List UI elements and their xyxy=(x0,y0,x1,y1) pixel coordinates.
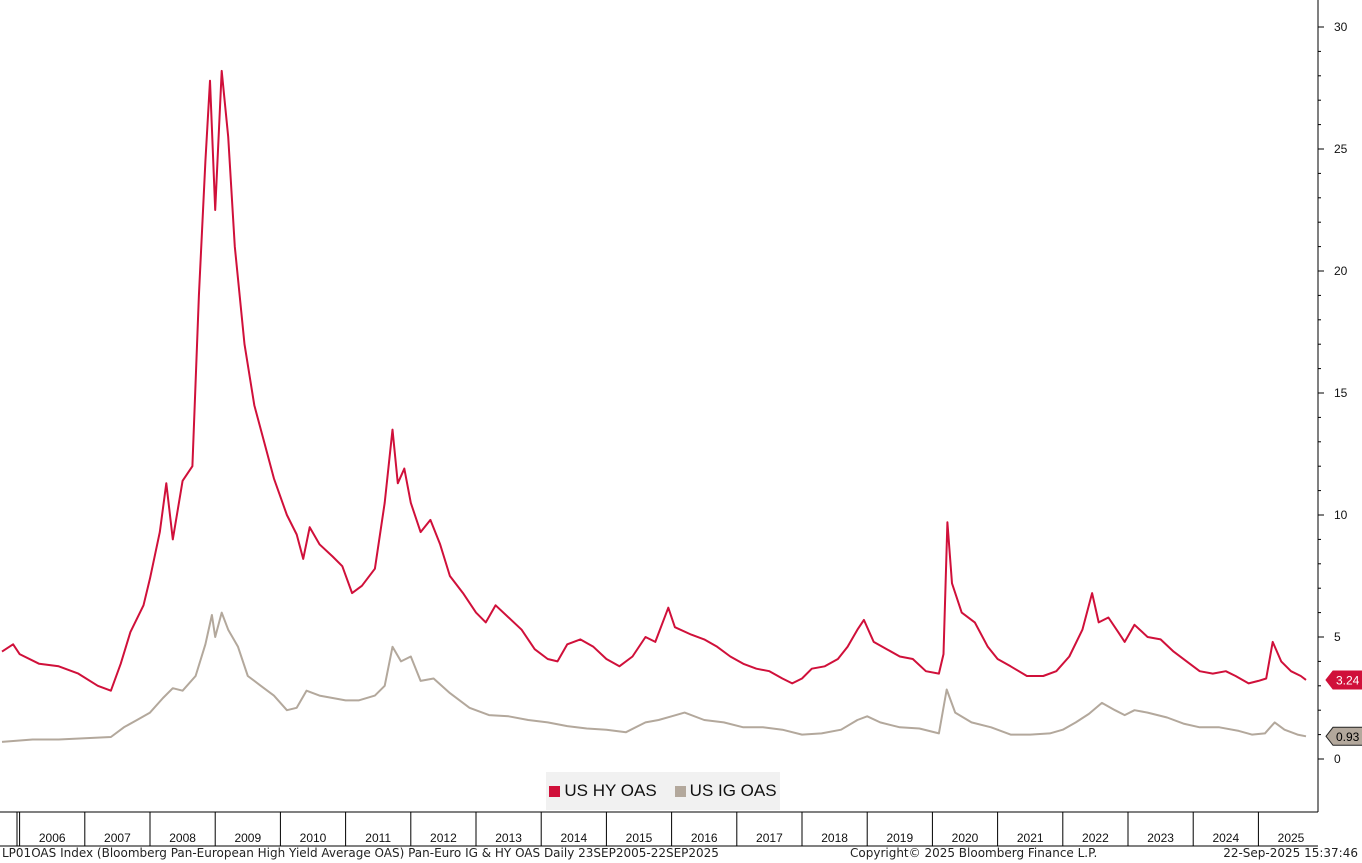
x-tick-label: 2020 xyxy=(952,831,979,845)
x-tick-label: 2009 xyxy=(234,831,261,845)
x-tick-label: 2015 xyxy=(626,831,653,845)
x-axis: 2006 2007 2008 2009 2010 2011 2012 2013 2014 2015… xyxy=(0,811,1318,847)
x-tick-label: 2018 xyxy=(821,831,848,845)
legend-swatch-ig xyxy=(674,785,686,797)
last-value-label-hy: 3.24 xyxy=(1336,673,1360,687)
y-tick-label: 10 xyxy=(1334,508,1348,522)
footer-source: LP01OAS Index (Bloomberg Pan-European Hi… xyxy=(2,846,719,860)
y-tick-label: 15 xyxy=(1334,386,1348,400)
series-line-ig xyxy=(1,611,1307,743)
x-tick-label: 2014 xyxy=(560,831,587,845)
x-tick-label: 2011 xyxy=(365,831,391,845)
y-tick-label: 5 xyxy=(1334,630,1341,644)
legend-label-ig: US IG OAS xyxy=(689,781,777,800)
x-tick-label: 2010 xyxy=(300,831,327,845)
x-tick-label: 2013 xyxy=(495,831,522,845)
legend-label-hy: US HY OAS xyxy=(564,781,657,800)
y-tick-label: 30 xyxy=(1334,20,1348,34)
last-value-label-ig: 0.93 xyxy=(1336,730,1360,744)
x-tick-label: 2016 xyxy=(691,831,718,845)
x-tick-label: 2007 xyxy=(104,831,131,845)
series-line-hy xyxy=(1,69,1307,692)
y-tick-label: 20 xyxy=(1334,264,1348,278)
legend-swatch-hy xyxy=(549,785,561,797)
last-value-labels: 3.24 0.93 xyxy=(1325,670,1362,746)
footer-copyright: Copyright© 2025 Bloomberg Finance L.P. xyxy=(850,846,1098,860)
x-tick-label: 2017 xyxy=(756,831,783,845)
y-tick-label: 25 xyxy=(1334,142,1348,156)
y-tick-label: 0 xyxy=(1334,752,1341,766)
x-tick-label: 2024 xyxy=(1212,831,1239,845)
x-tick-label: 2012 xyxy=(430,831,457,845)
last-value-tag-ig xyxy=(1325,726,1362,746)
x-tick-label: 2021 xyxy=(1017,831,1044,845)
x-tick-label: 2023 xyxy=(1147,831,1174,845)
x-tick-label: 2019 xyxy=(886,831,913,845)
footer-timestamp: 22-Sep-2025 15:37:46 xyxy=(1223,846,1358,860)
y-axis: 0 5 10 15 20 25 30 xyxy=(1317,0,1348,812)
x-tick-label: 2025 xyxy=(1278,831,1305,845)
last-value-tag-hy xyxy=(1325,670,1362,690)
x-tick-label: 2006 xyxy=(39,831,66,845)
legend: US HY OAS US IG OAS xyxy=(546,772,780,810)
legend-item-ig: US IG OAS xyxy=(674,781,777,801)
series-layer xyxy=(1,69,1307,743)
x-tick-label: 2008 xyxy=(169,831,196,845)
x-tick-label: 2022 xyxy=(1082,831,1109,845)
legend-item-hy: US HY OAS xyxy=(549,781,657,801)
